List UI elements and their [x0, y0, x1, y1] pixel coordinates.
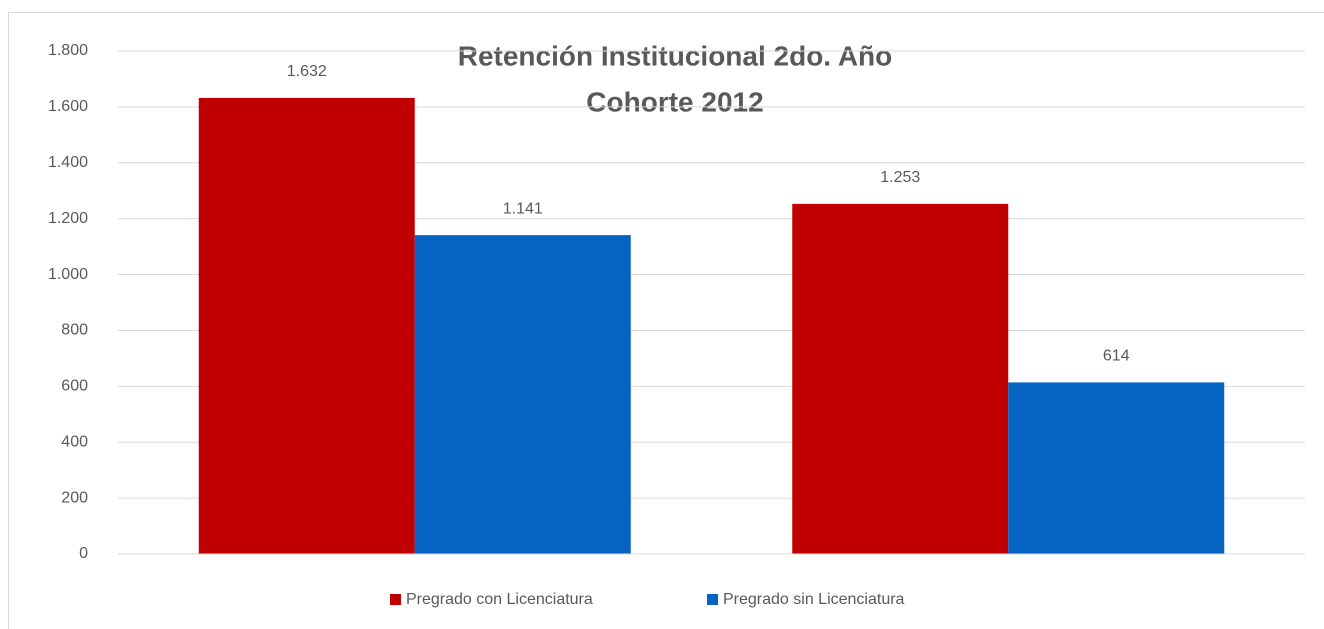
- legend-swatch: [390, 594, 401, 605]
- bar: [414, 235, 631, 555]
- data-label: 1.632: [287, 63, 327, 80]
- legend-swatch: [707, 594, 718, 605]
- chart-title: Retención Institucional 2do. Año: [458, 40, 893, 71]
- y-tick-label: 1.400: [48, 154, 88, 171]
- legend-label: Pregrado sin Licenciatura: [723, 591, 905, 608]
- y-tick-label: 1.200: [48, 210, 88, 227]
- data-label: 614: [1103, 348, 1130, 365]
- bar: [1008, 382, 1225, 554]
- y-tick-label: 800: [61, 322, 88, 339]
- data-label: 1.253: [880, 169, 920, 186]
- y-tick-label: 200: [61, 489, 88, 506]
- y-tick-label: 0: [79, 545, 88, 562]
- y-tick-label: 1.000: [48, 266, 88, 283]
- y-tick-label: 400: [61, 433, 88, 450]
- bar: [198, 97, 415, 555]
- data-label: 1.141: [503, 200, 543, 217]
- y-tick-label: 600: [61, 378, 88, 395]
- chart-subtitle: Cohorte 2012: [586, 86, 763, 117]
- bar: [792, 203, 1009, 554]
- y-tick-label: 1.600: [48, 98, 88, 115]
- legend-label: Pregrado con Licenciatura: [406, 591, 593, 608]
- y-tick-label: 1.800: [48, 42, 88, 59]
